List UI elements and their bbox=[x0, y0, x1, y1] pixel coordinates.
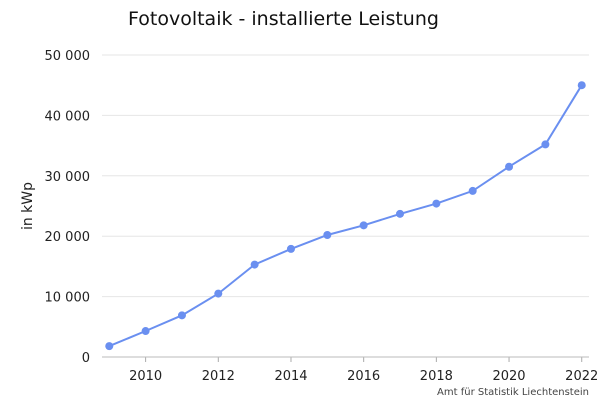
y-tick-label: 40 000 bbox=[45, 109, 91, 124]
y-axis-label: in kWp bbox=[20, 182, 36, 230]
x-tick-label: 2010 bbox=[129, 369, 162, 384]
data-points bbox=[105, 81, 586, 351]
y-tick-label: 50 000 bbox=[45, 49, 91, 64]
data-point bbox=[214, 289, 223, 298]
chart-title: Fotovoltaik - installierte Leistung bbox=[128, 8, 439, 30]
data-point bbox=[177, 311, 186, 320]
data-point bbox=[505, 162, 514, 171]
x-tick-label: 2020 bbox=[492, 369, 525, 384]
data-point bbox=[541, 140, 550, 149]
y-tick-label: 0 bbox=[82, 351, 90, 366]
source-credit: Amt für Statistik Liechtenstein bbox=[437, 387, 589, 398]
x-tick-labels: 2010 2012 2014 2016 2018 2020 2022 bbox=[129, 357, 598, 384]
data-point bbox=[359, 221, 368, 230]
y-tick-label: 20 000 bbox=[45, 230, 91, 245]
gridlines bbox=[102, 54, 589, 298]
data-point bbox=[396, 209, 405, 218]
data-point bbox=[432, 199, 441, 208]
x-tick-label: 2022 bbox=[565, 369, 598, 384]
data-point bbox=[250, 260, 259, 269]
y-tick-labels: 0 10 000 20 000 30 000 40 000 50 000 bbox=[45, 49, 91, 366]
y-tick-label: 30 000 bbox=[45, 170, 91, 185]
data-point bbox=[105, 342, 114, 351]
x-tick-label: 2014 bbox=[274, 369, 307, 384]
data-point bbox=[286, 244, 295, 253]
x-tick-label: 2012 bbox=[202, 369, 235, 384]
data-point bbox=[141, 327, 150, 336]
data-point bbox=[577, 81, 586, 90]
data-point bbox=[323, 230, 332, 239]
series-line bbox=[108, 84, 583, 348]
x-tick-label: 2018 bbox=[420, 369, 453, 384]
x-tick-label: 2016 bbox=[347, 369, 380, 384]
y-tick-label: 10 000 bbox=[45, 291, 91, 306]
data-point bbox=[468, 186, 477, 195]
